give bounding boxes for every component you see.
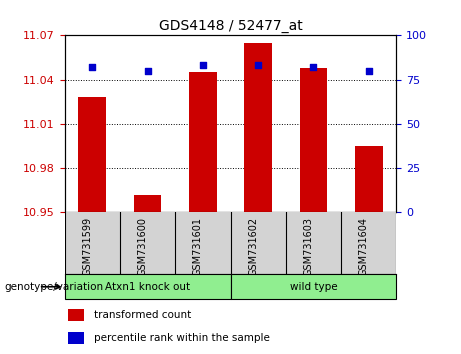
Text: Atxn1 knock out: Atxn1 knock out (105, 282, 190, 292)
Text: genotype/variation: genotype/variation (5, 282, 104, 292)
Point (254, 63, 262, 68)
Point (365, 68, 372, 74)
Text: percentile rank within the sample: percentile rank within the sample (95, 333, 270, 343)
Point (310, 64, 317, 70)
Bar (230, 274, 396, 299)
Text: wild type: wild type (290, 282, 337, 292)
Bar (355, 146, 383, 212)
Point (89, 64, 96, 70)
Text: transformed count: transformed count (95, 310, 192, 320)
Bar (65, 274, 230, 299)
Bar (68, 309, 84, 321)
Text: GSM731603: GSM731603 (303, 217, 313, 276)
Bar (134, 195, 161, 212)
Text: GSM731599: GSM731599 (82, 217, 92, 276)
Bar (300, 68, 327, 212)
Bar (189, 72, 217, 212)
Point (199, 63, 207, 68)
Title: GDS4148 / 52477_at: GDS4148 / 52477_at (159, 19, 302, 33)
Text: GSM731604: GSM731604 (359, 217, 369, 276)
Bar (78, 97, 106, 212)
Text: GSM731600: GSM731600 (137, 217, 148, 276)
Bar (68, 332, 84, 344)
Bar (244, 43, 272, 212)
Text: GSM731601: GSM731601 (193, 217, 203, 276)
Text: GSM731602: GSM731602 (248, 217, 258, 276)
Point (144, 68, 151, 74)
